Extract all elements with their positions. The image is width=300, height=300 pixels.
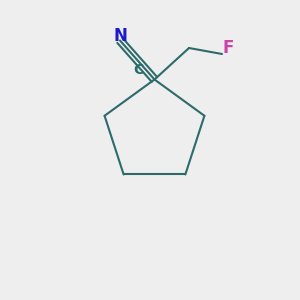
Text: F: F (223, 39, 234, 57)
Text: N: N (113, 27, 127, 45)
Text: C: C (133, 64, 143, 77)
